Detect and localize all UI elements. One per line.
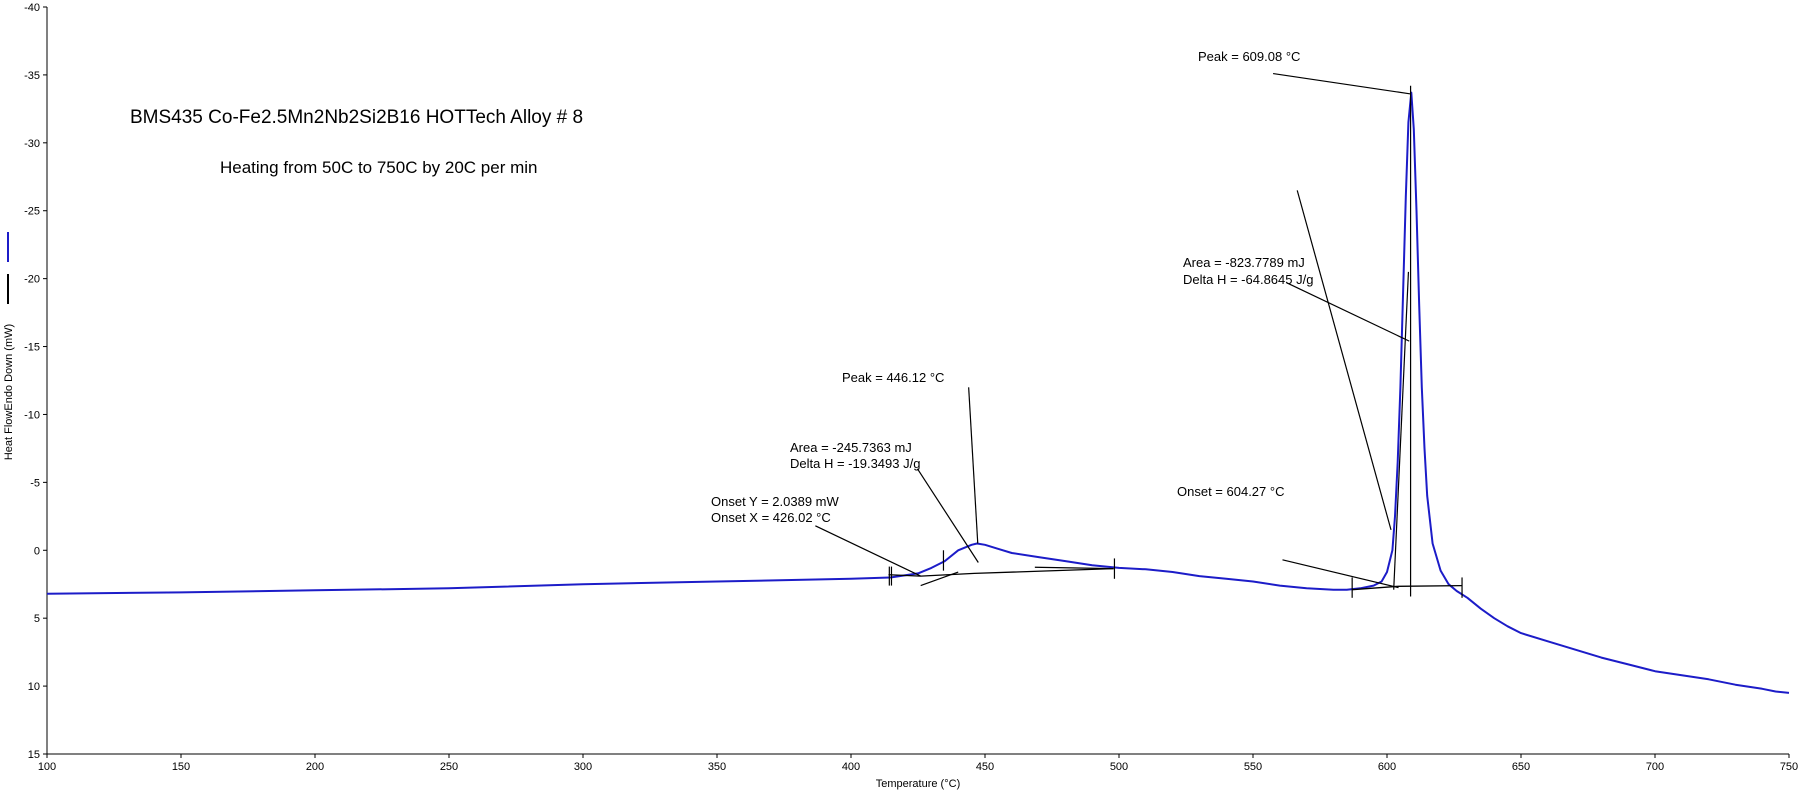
- onset2-leader: [1282, 559, 1399, 589]
- x-tick-label: 300: [574, 761, 592, 773]
- x-tick-label: 450: [976, 761, 994, 773]
- x-tick-label: 700: [1646, 761, 1664, 773]
- chart-title: BMS435 Co-Fe2.5Mn2Nb2Si2B16 HOTTech Allo…: [130, 107, 583, 128]
- y-tick-label: 0: [34, 545, 40, 557]
- peak2-leader: [1273, 72, 1411, 95]
- y-tick-label: -30: [24, 138, 40, 150]
- x-tick-label: 650: [1512, 761, 1530, 773]
- y-tick-label: 15: [28, 749, 40, 761]
- x-tick-label: 750: [1780, 761, 1798, 773]
- y-tick-label: -15: [24, 342, 40, 354]
- x-tick-label: 550: [1244, 761, 1262, 773]
- baseline-series: [888, 567, 1114, 577]
- heat-flow-series: [46, 91, 1790, 694]
- area1-baseline-ext: [1034, 566, 1114, 570]
- axes: [46, 7, 1789, 755]
- onset2-label: Onset = 604.27 °C: [1177, 484, 1284, 499]
- chart-subtitle: Heating from 50C to 750C by 20C per min: [220, 158, 538, 177]
- onsetx1-label: Onset X = 426.02 °C: [711, 510, 831, 525]
- x-tick-label: 400: [842, 761, 860, 773]
- deltah2-label: Delta H = -64.8645 J/g: [1183, 272, 1313, 287]
- x-tick-label: 150: [172, 761, 190, 773]
- baseline-series: [1352, 584, 1463, 591]
- y-tick-label: 5: [34, 613, 40, 625]
- onsety1-tick: [920, 571, 959, 587]
- y-axis-title: Heat FlowEndo Down (mW): [3, 324, 15, 460]
- y-tick-label: -25: [24, 206, 40, 218]
- x-axis-title: Temperature (°C): [876, 778, 960, 790]
- y-tick-label: -35: [24, 70, 40, 82]
- x-tick-label: 350: [708, 761, 726, 773]
- area1-leader: [916, 468, 979, 563]
- y-tick-label: -5: [30, 477, 40, 489]
- area2-label: Area = -823.7789 mJ: [1183, 255, 1305, 270]
- onset2-tangent: [1296, 190, 1392, 531]
- peak1-label: Peak = 446.12 °C: [842, 370, 944, 385]
- x-tick-label: 250: [440, 761, 458, 773]
- annotations: Peak = 609.08 °C Area = -823.7789 mJ Del…: [711, 49, 1313, 525]
- series-layer: [46, 91, 1790, 694]
- peak1-leader: [968, 387, 979, 544]
- area2-riser: [1393, 271, 1410, 590]
- area2-leader: [1286, 282, 1410, 342]
- onsety1-label: Onset Y = 2.0389 mW: [711, 494, 840, 509]
- analysis-marks: [815, 72, 1463, 598]
- x-tick-label: 600: [1378, 761, 1396, 773]
- y-tick-label: 10: [28, 681, 40, 693]
- x-tick-label: 500: [1110, 761, 1128, 773]
- onsetx1-leader: [815, 525, 921, 577]
- x-tick-label: 100: [38, 761, 56, 773]
- tick-marks: 100 150 200 250 300 350 400 450 500 550 600 650 700 7…: [24, 2, 1798, 773]
- y-tick-label: -40: [24, 2, 40, 14]
- y-tick-label: -10: [24, 409, 40, 421]
- y-tick-label: -20: [24, 274, 40, 286]
- area1-label: Area = -245.7363 mJ: [790, 440, 912, 455]
- x-tick-label: 200: [306, 761, 324, 773]
- deltah1-label: Delta H = -19.3493 J/g: [790, 456, 920, 471]
- peak2-label: Peak = 609.08 °C: [1198, 49, 1300, 64]
